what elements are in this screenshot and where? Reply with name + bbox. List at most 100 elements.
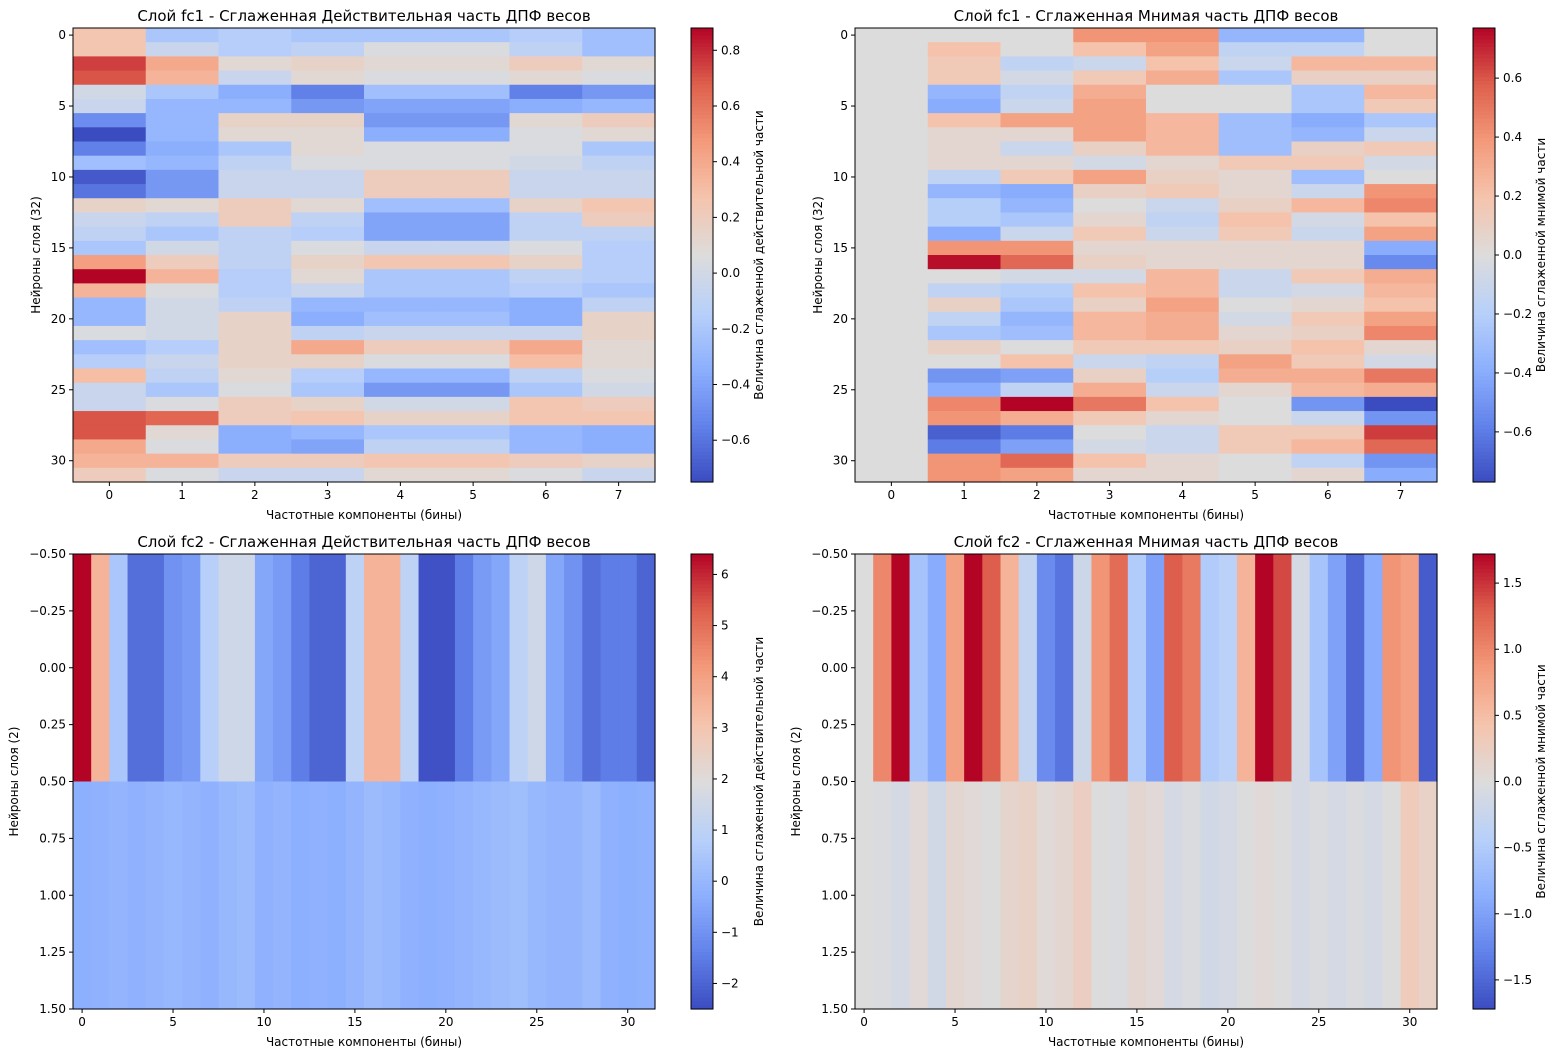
heatmap-cell — [1291, 70, 1365, 86]
heatmap-cell — [582, 127, 656, 143]
heatmap-cell — [855, 141, 929, 157]
colorbar-segment — [1473, 118, 1495, 124]
heatmap-cell — [582, 554, 602, 783]
heatmap-cell — [291, 411, 365, 426]
heatmap-cell — [145, 28, 220, 43]
heatmap-cell — [1073, 42, 1147, 57]
heatmap-cell — [218, 56, 292, 72]
heatmap-cell — [927, 113, 1002, 128]
colorbar-segment — [1473, 754, 1495, 760]
heatmap-cell — [855, 411, 929, 426]
colorbar-segment — [1473, 323, 1495, 328]
heatmap-cell — [1400, 781, 1420, 1010]
colorbar-segment — [1473, 213, 1495, 218]
colorbar-segment — [1473, 652, 1495, 657]
colorbar-segment — [1473, 675, 1495, 680]
heatmap-cell — [1273, 781, 1293, 1010]
colorbar-segment — [1473, 811, 1495, 817]
colorbar-segment — [691, 773, 713, 779]
colorbar-segment — [691, 645, 713, 650]
colorbar-segment — [691, 690, 713, 695]
heatmap-cell — [291, 155, 365, 171]
heatmap-cell — [364, 184, 438, 199]
heatmap-cell — [1291, 411, 1365, 426]
colorbar-segment — [1473, 80, 1495, 86]
heatmap-cell — [927, 28, 1002, 43]
heatmap-cell — [73, 411, 147, 426]
heatmap-cell — [582, 325, 656, 341]
x-tick-label: 0 — [106, 488, 114, 502]
heatmap-cell — [73, 155, 147, 171]
heatmap-cell — [1146, 212, 1220, 228]
colorbar-tick-label: 0 — [721, 874, 729, 888]
heatmap-cell — [364, 113, 438, 128]
heatmap-cell — [1000, 141, 1074, 157]
heatmap-cell — [291, 425, 365, 441]
heatmap-cell — [145, 169, 220, 185]
colorbar-tick-label: 4 — [721, 670, 729, 684]
colorbar-segment — [691, 285, 713, 290]
heatmap-cell — [855, 354, 929, 370]
colorbar: −0.6 −0.4 −0.2 0.0 0.2 0.4 0.6 Величина сглажен… — [1472, 27, 1548, 483]
colorbar-segment — [1473, 895, 1495, 900]
colorbar-segment — [1473, 671, 1495, 676]
colorbar-segment — [1473, 910, 1495, 915]
heatmap-cell — [364, 354, 438, 370]
heatmap-cell — [1000, 226, 1074, 242]
heatmap-cell — [1364, 269, 1438, 284]
colorbar-segment — [1473, 107, 1495, 112]
y-tick-label: 25 — [833, 383, 848, 397]
colorbar-segment — [691, 202, 713, 207]
heatmap-cell — [982, 554, 1002, 783]
heatmap-cell — [436, 411, 511, 426]
colorbar-segment — [691, 122, 713, 127]
heatmap-cell — [1218, 554, 1238, 783]
colorbar-segment — [1473, 198, 1495, 203]
colorbar-segment — [691, 614, 713, 620]
heatmap-cell — [145, 155, 220, 171]
heatmap-cell — [145, 368, 220, 384]
colorbar-segment — [1473, 96, 1495, 101]
y-tick-label: −0.50 — [29, 547, 66, 561]
heatmap-cell — [509, 240, 583, 256]
heatmap-cell — [218, 255, 292, 270]
y-tick-label: 0.25 — [821, 718, 848, 732]
colorbar-segment — [691, 876, 713, 881]
heatmap-cell — [291, 141, 365, 157]
heatmap-cell — [582, 396, 656, 412]
heatmap-cell — [73, 297, 147, 313]
heatmap-cell — [1364, 554, 1384, 783]
colorbar-segment — [691, 429, 713, 434]
heatmap-cell — [73, 453, 147, 469]
colorbar-segment — [1473, 842, 1495, 847]
colorbar-segment — [1473, 720, 1495, 726]
heatmap-cell — [509, 56, 583, 72]
heatmap-cell — [382, 554, 401, 783]
colorbar-segment — [1473, 304, 1495, 309]
heatmap-cell — [927, 311, 1002, 327]
heatmap-cell — [145, 439, 220, 455]
colorbar-segment — [1473, 963, 1495, 968]
heatmap-cell — [291, 396, 365, 412]
colorbar-segment — [691, 137, 713, 143]
colorbar-segment — [1473, 239, 1495, 245]
colorbar-segment — [1473, 307, 1495, 313]
heatmap-cell — [855, 113, 929, 128]
heatmap-cell — [927, 781, 947, 1010]
colorbar-segment — [1473, 925, 1495, 930]
heatmap-cell — [1400, 554, 1420, 783]
heatmap-cell — [109, 781, 129, 1010]
colorbar-segment — [1473, 130, 1495, 135]
colorbar-segment — [1473, 815, 1495, 821]
x-axis-label: Частотные компоненты (бины) — [266, 1035, 462, 1049]
colorbar-segment — [1473, 255, 1495, 260]
heatmap-cell — [345, 554, 365, 783]
colorbar-segment — [691, 289, 713, 294]
colorbar-tick-label: 3 — [721, 721, 729, 735]
heatmap-cell — [509, 141, 583, 157]
heatmap-cell — [927, 84, 1002, 100]
x-tick-label: 30 — [620, 1015, 635, 1029]
colorbar-segment — [1473, 569, 1495, 574]
heatmap-cell — [1073, 28, 1147, 43]
